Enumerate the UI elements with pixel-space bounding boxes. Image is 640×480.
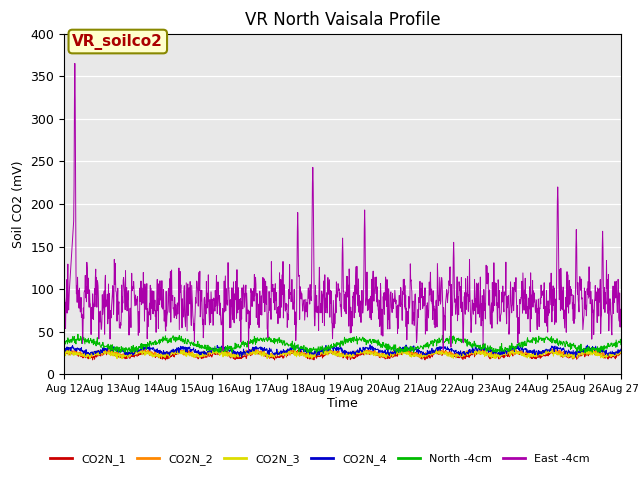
North -4cm	[60, 339, 68, 345]
CO2N_4	[617, 346, 625, 352]
CO2N_3	[617, 350, 625, 356]
CO2N_3	[60, 352, 68, 358]
Text: VR_soilco2: VR_soilco2	[72, 34, 163, 49]
CO2N_1	[429, 350, 437, 356]
East -4cm	[171, 294, 179, 300]
East -4cm	[184, 312, 192, 318]
CO2N_2	[246, 350, 254, 356]
Y-axis label: Soil CO2 (mV): Soil CO2 (mV)	[12, 160, 25, 248]
North -4cm	[617, 342, 625, 348]
CO2N_3	[172, 349, 179, 355]
East -4cm	[71, 60, 79, 66]
North -4cm	[115, 349, 122, 355]
CO2N_3	[66, 345, 74, 350]
Title: VR North Vaisala Profile: VR North Vaisala Profile	[244, 11, 440, 29]
Line: CO2N_1: CO2N_1	[64, 348, 621, 360]
CO2N_1	[89, 357, 97, 363]
CO2N_4	[366, 342, 374, 348]
East -4cm	[552, 313, 559, 319]
CO2N_4	[238, 354, 246, 360]
CO2N_1	[617, 350, 625, 356]
North -4cm	[429, 339, 437, 345]
Line: CO2N_3: CO2N_3	[64, 348, 621, 359]
Legend: CO2N_1, CO2N_2, CO2N_3, CO2N_4, North -4cm, East -4cm: CO2N_1, CO2N_2, CO2N_3, CO2N_4, North -4…	[46, 450, 594, 469]
CO2N_4	[552, 346, 559, 351]
East -4cm	[247, 286, 255, 291]
CO2N_2	[429, 349, 437, 355]
CO2N_2	[184, 349, 192, 355]
North -4cm	[185, 337, 193, 343]
East -4cm	[219, 348, 227, 353]
CO2N_1	[172, 350, 179, 356]
Line: North -4cm: North -4cm	[64, 334, 621, 352]
X-axis label: Time: Time	[327, 397, 358, 410]
North -4cm	[172, 334, 179, 340]
CO2N_4	[502, 350, 510, 356]
CO2N_2	[502, 348, 510, 354]
CO2N_1	[185, 351, 193, 357]
CO2N_4	[429, 347, 437, 353]
CO2N_1	[141, 345, 148, 350]
CO2N_1	[552, 348, 559, 354]
Line: CO2N_2: CO2N_2	[64, 348, 621, 358]
North -4cm	[74, 331, 82, 337]
Line: East -4cm: East -4cm	[64, 63, 621, 350]
CO2N_3	[247, 351, 255, 357]
CO2N_1	[60, 350, 68, 356]
CO2N_2	[60, 348, 68, 354]
North -4cm	[502, 347, 510, 352]
East -4cm	[617, 324, 625, 330]
CO2N_2	[171, 350, 179, 356]
CO2N_2	[118, 355, 126, 361]
CO2N_4	[60, 348, 68, 353]
CO2N_1	[247, 350, 255, 356]
CO2N_4	[184, 345, 191, 350]
East -4cm	[502, 311, 510, 316]
CO2N_3	[185, 351, 193, 357]
CO2N_2	[617, 349, 625, 355]
CO2N_1	[502, 352, 510, 358]
CO2N_2	[472, 345, 480, 350]
North -4cm	[247, 337, 255, 343]
North -4cm	[552, 340, 559, 346]
Line: CO2N_4: CO2N_4	[64, 345, 621, 357]
CO2N_4	[246, 349, 254, 355]
CO2N_3	[429, 350, 437, 356]
CO2N_3	[552, 350, 559, 356]
CO2N_3	[86, 356, 94, 362]
CO2N_2	[552, 350, 559, 356]
CO2N_3	[502, 349, 510, 355]
East -4cm	[60, 314, 68, 320]
East -4cm	[429, 307, 437, 313]
CO2N_4	[170, 348, 178, 354]
